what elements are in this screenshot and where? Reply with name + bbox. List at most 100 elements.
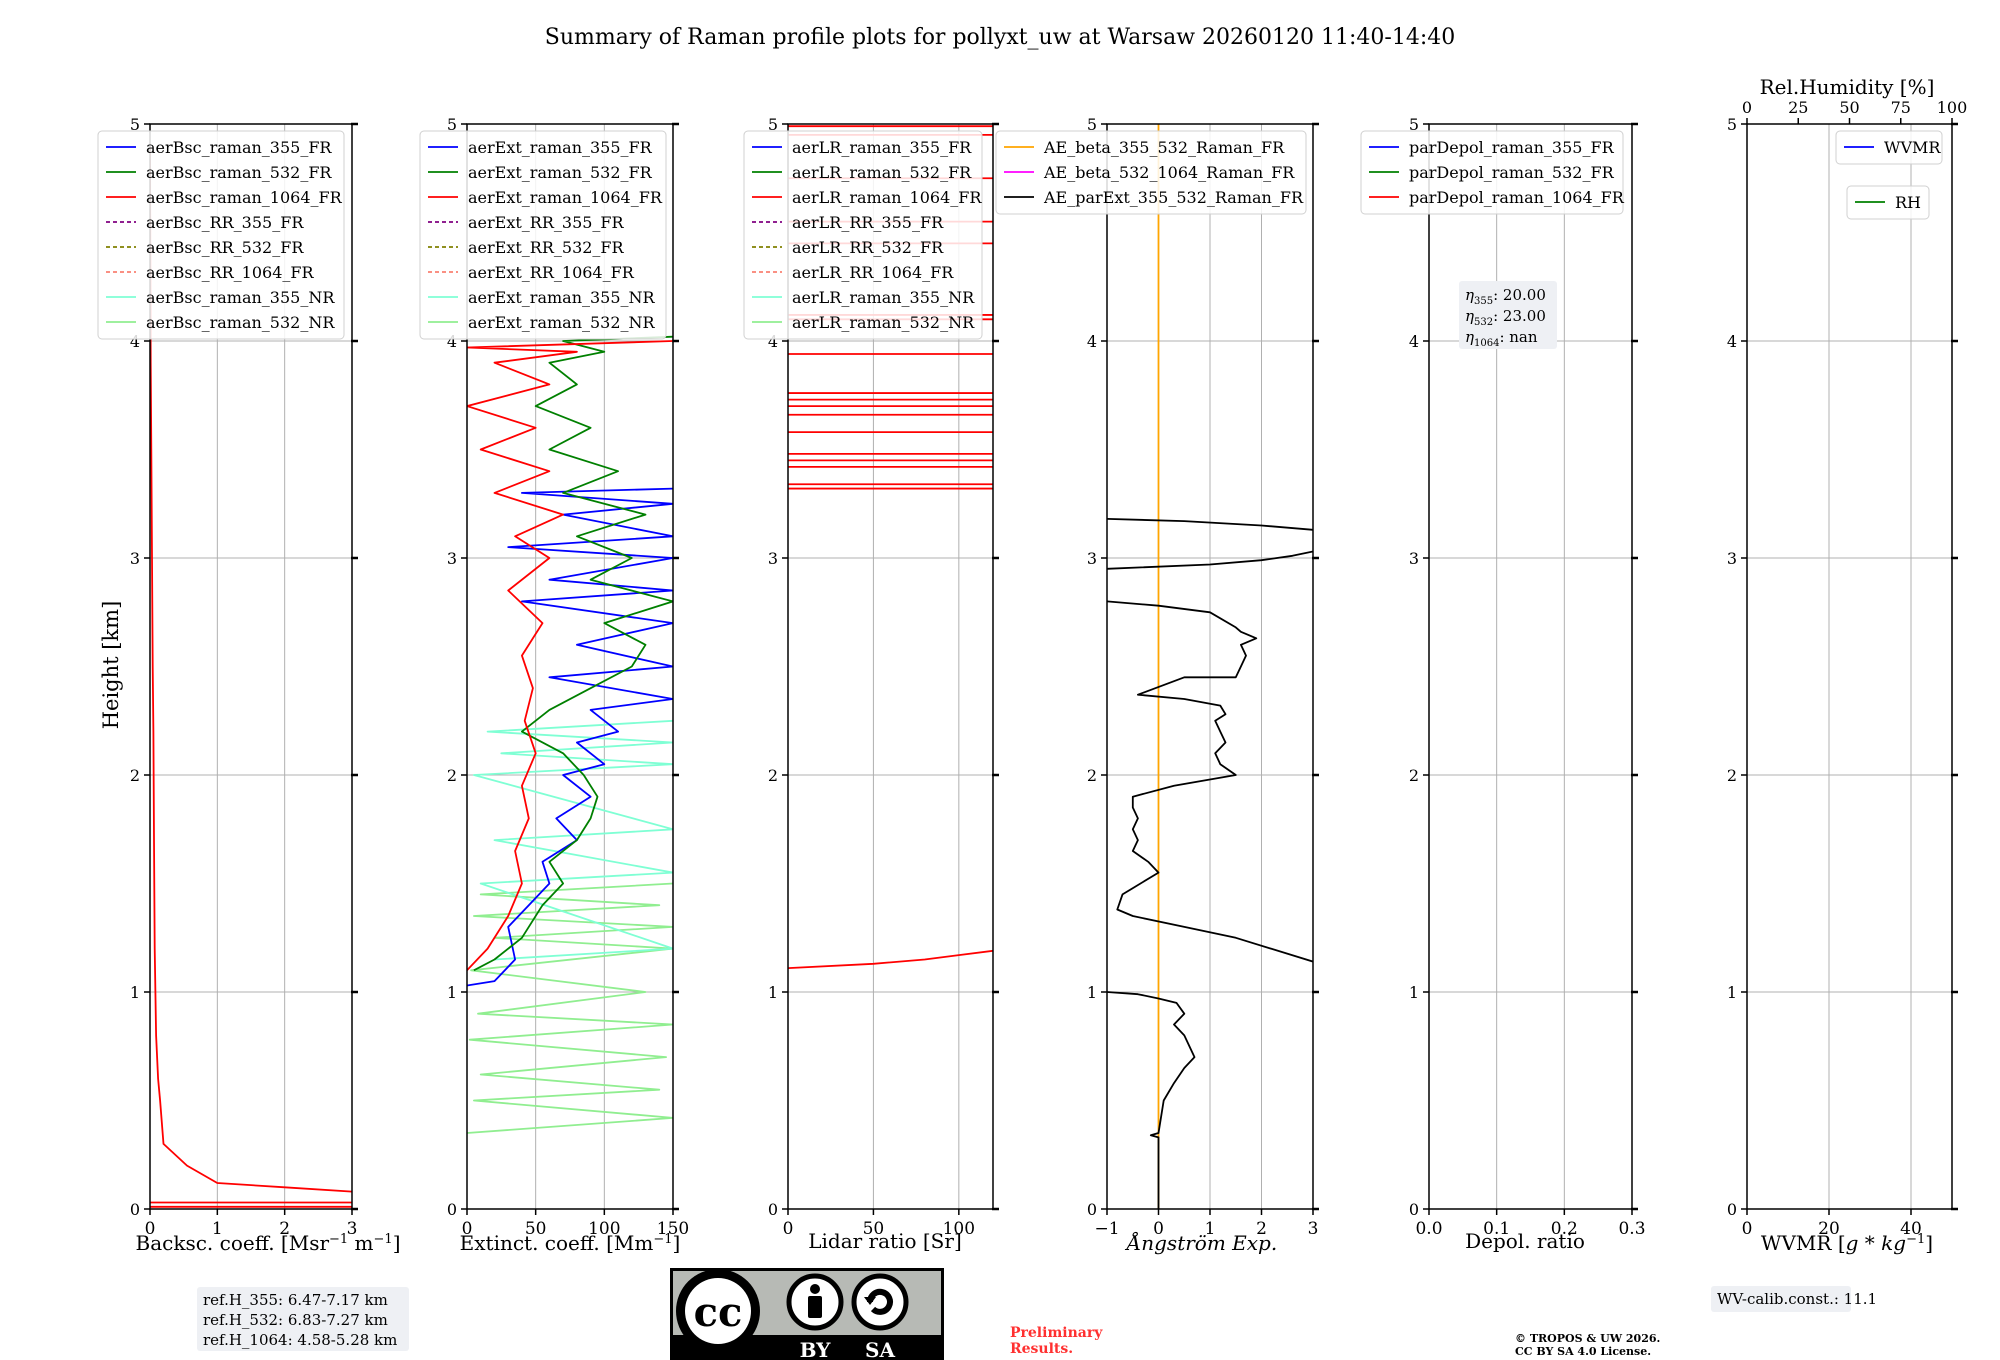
ext-frame [466, 123, 674, 1210]
ae-xtick-label: −1 [1094, 1219, 1119, 1239]
ext-legend-entry: aerExt_RR_532_FR [468, 238, 625, 257]
ext-ytick-label: 0 [447, 1200, 457, 1219]
depol-ytick-label: 0 [1409, 1200, 1419, 1219]
lr-ytick-label: 2 [768, 766, 778, 785]
bsc-xlabel: Backsc. coeff. [Msr−1 m−1] [136, 1231, 401, 1255]
wvmr-xtick-label: 40 [1900, 1219, 1922, 1239]
ext-data [467, 335, 673, 1134]
wv-calib-box [1711, 1286, 1851, 1312]
lr-frame [787, 123, 994, 1210]
depol-legend-entry: parDepol_raman_532_FR [1409, 163, 1615, 182]
panels: 0 1 2 3 0 1 2 3 4 5 aerBsc_raman_355_FR aerBsc_rama… [97, 98, 1967, 1239]
ae-frame [1106, 123, 1314, 1210]
ext-xtick-label: 0 [462, 1219, 473, 1239]
ae-series-line [1107, 518, 1313, 531]
bsc-legend-entry: aerBsc_raman_532_FR [146, 163, 332, 182]
rh-top-axis-label: Rel.Humidity [%] [1760, 75, 1935, 99]
ext-xtick-label: 150 [657, 1219, 689, 1239]
ae-ytick-label: 4 [1087, 332, 1097, 351]
lr-ytick-label: 1 [768, 983, 778, 1002]
ae-xtick-label: 1 [1205, 1219, 1216, 1239]
ext-ytick-label: 1 [447, 983, 457, 1002]
ae-legend-entry: AE_beta_355_532_Raman_FR [1043, 138, 1285, 157]
lr-legend-entry: aerLR_raman_532_FR [792, 163, 972, 182]
bsc-legend-entry: aerBsc_RR_1064_FR [146, 263, 315, 282]
ext-series-line [473, 335, 673, 972]
ref-height-532: ref.H_532: 6.83-7.27 km [203, 1311, 388, 1329]
bsc-legend-entry: aerBsc_raman_355_FR [146, 138, 332, 157]
bsc-legend-entry: aerBsc_raman_532_NR [146, 313, 335, 332]
sa-share-icon [851, 1273, 909, 1331]
ext-legend-entry: aerExt_raman_532_FR [468, 163, 653, 182]
ref-height-1064: ref.H_1064: 4.58-5.28 km [203, 1331, 397, 1349]
ext-legend-entry: aerExt_raman_355_FR [468, 138, 653, 157]
bsc-legend-entry: aerBsc_RR_532_FR [146, 238, 304, 257]
copyright-line1: © TROPOS & UW 2026. [1515, 1332, 1660, 1345]
ext-xtick-label: 50 [525, 1219, 547, 1239]
wv-calib-const: WV-calib.const.: 11.1 [1717, 1290, 1877, 1308]
lr-xtick-label: 0 [783, 1219, 794, 1239]
bsc-xtick-label: 2 [279, 1219, 290, 1239]
depol-xtick-label: 0.0 [1415, 1219, 1442, 1239]
ae-legend-box [995, 130, 1307, 215]
lr-ytick-label: 5 [768, 115, 778, 134]
ext-panel: 0 50 100 150 0 1 2 3 4 5 aerExt_raman_355_FR aerExt… [419, 115, 689, 1239]
ae-ytick-label: 0 [1087, 1200, 1097, 1219]
lr-ytick-label: 0 [768, 1200, 778, 1219]
ae-panel: −1 0 1 2 3012345AE_beta_355_532_Raman_FRAE_b… [995, 115, 1319, 1239]
wvmr-ytick-label: 2 [1727, 766, 1737, 785]
bsc-data [150, 145, 352, 1208]
bsc-legend-entry: aerBsc_raman_1064_FR [146, 188, 343, 207]
bsc-xtick-label: 0 [145, 1219, 156, 1239]
wvmr-legend2-box [1846, 185, 1930, 220]
bsc-ytick-label: 5 [130, 115, 140, 134]
ext-ytick-label: 5 [447, 115, 457, 134]
ae-series-line [1107, 991, 1196, 1209]
ae-ytick-label: 2 [1087, 766, 1097, 785]
bsc-ytick-label: 3 [130, 549, 140, 568]
figure-title: Summary of Raman profile plots for polly… [545, 25, 1455, 50]
ext-ytick-label: 4 [447, 332, 457, 351]
eta-532: η532: 23.00 [1465, 307, 1546, 328]
lr-ytick-label: 4 [768, 332, 778, 351]
depol-ytick-label: 5 [1409, 115, 1419, 134]
by-text: BY [800, 1338, 832, 1360]
depol-ytick-label: 2 [1409, 766, 1419, 785]
ext-series-line [467, 487, 673, 987]
lr-legend-entry: aerLR_raman_355_FR [792, 138, 972, 157]
depol-panel: 0.0 0.1 0.2 0.3 0 1 2 3 4 5 parDepol_raman_355_FRp… [1360, 115, 1646, 1239]
rh-top-tick-label: 25 [1788, 98, 1808, 117]
ae-xtick-label: 3 [1308, 1219, 1319, 1239]
ae-xtick-label: 0 [1153, 1219, 1164, 1239]
ext-xlabel: Extinct. coeff. [Mm−1] [460, 1231, 681, 1255]
ext-legend-entry: aerExt_RR_355_FR [468, 213, 625, 232]
ref-height-355: ref.H_355: 6.47-7.17 km [203, 1291, 388, 1309]
eta-355: η355: 20.00 [1465, 286, 1546, 307]
wvmr-frame [1746, 123, 1953, 1210]
wvmr-legend-box [1835, 130, 1943, 165]
wvmr-legend2-entry: RH [1895, 193, 1921, 212]
ext-legend-entry: aerExt_raman_532_NR [468, 313, 656, 332]
depol-ytick-label: 1 [1409, 983, 1419, 1002]
ae-legend-entry: AE_beta_532_1064_Raman_FR [1043, 163, 1295, 182]
lr-xlabel: Lidar ratio [Sr] [808, 1229, 962, 1253]
bsc-ytick-label: 1 [130, 983, 140, 1002]
depol-frame [1428, 123, 1633, 1210]
preliminary-label: Preliminary [1010, 1325, 1103, 1341]
ext-legend-entry: aerExt_raman_355_NR [468, 288, 656, 307]
bsc-ytick-label: 0 [130, 1200, 140, 1219]
wvmr-legend-entry: WVMR [1884, 138, 1941, 157]
ext-xtick-label: 100 [588, 1219, 620, 1239]
depol-legend-box [1360, 130, 1624, 215]
bsc-ytick-label: 2 [130, 766, 140, 785]
depol-legend-entry: parDepol_raman_355_FR [1409, 138, 1615, 157]
bsc-legend-entry: aerBsc_RR_355_FR [146, 213, 304, 232]
ae-xtick-label: 2 [1256, 1219, 1267, 1239]
wvmr-xlabel: WVMR [g * kg−1] [1761, 1231, 1933, 1255]
bsc-ytick-label: 4 [130, 332, 140, 351]
lr-legend-entry: aerLR_raman_1064_FR [792, 188, 982, 207]
wvmr-ytick-label: 0 [1727, 1200, 1737, 1219]
lr-legend-entry: aerLR_RR_532_FR [792, 238, 944, 257]
